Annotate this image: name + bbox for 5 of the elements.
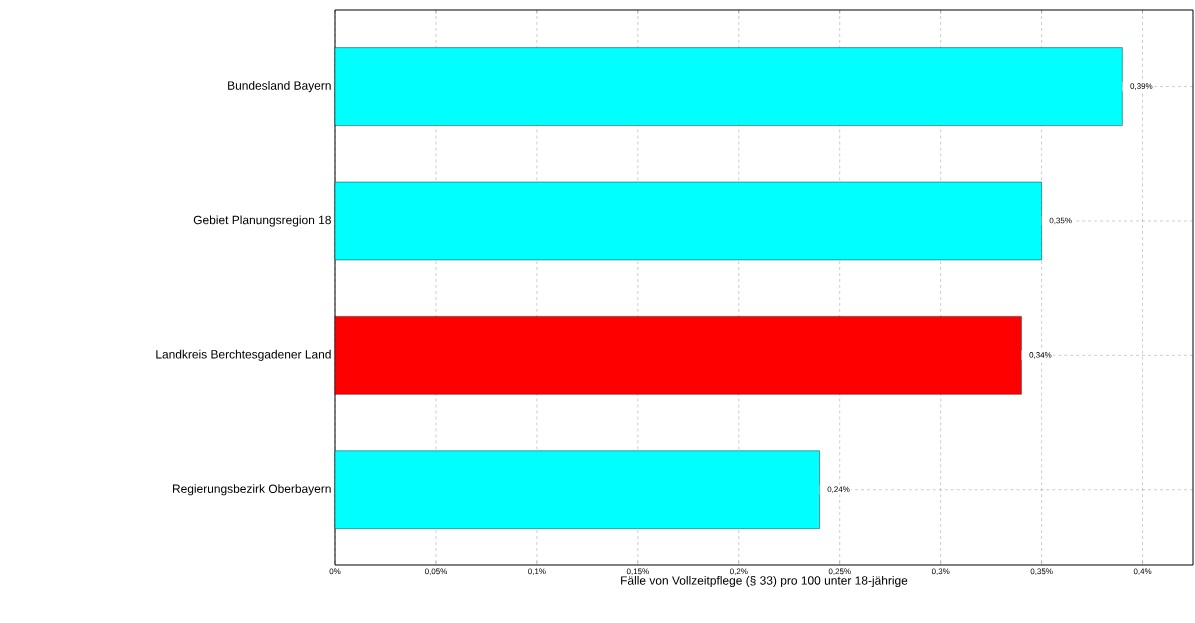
y-tick-label: Landkreis Berchtesgadener Land xyxy=(156,349,331,361)
y-tick-label: Gebiet Planungsregion 18 xyxy=(193,215,331,227)
y-tick-label: Regierungsbezirk Oberbayern xyxy=(172,484,331,496)
y-tick-label: Bundesland Bayern xyxy=(228,81,331,93)
x-axis-title: Fälle von Vollzeitpflege (§ 33) pro 100 unter 18-jährige xyxy=(621,575,908,588)
